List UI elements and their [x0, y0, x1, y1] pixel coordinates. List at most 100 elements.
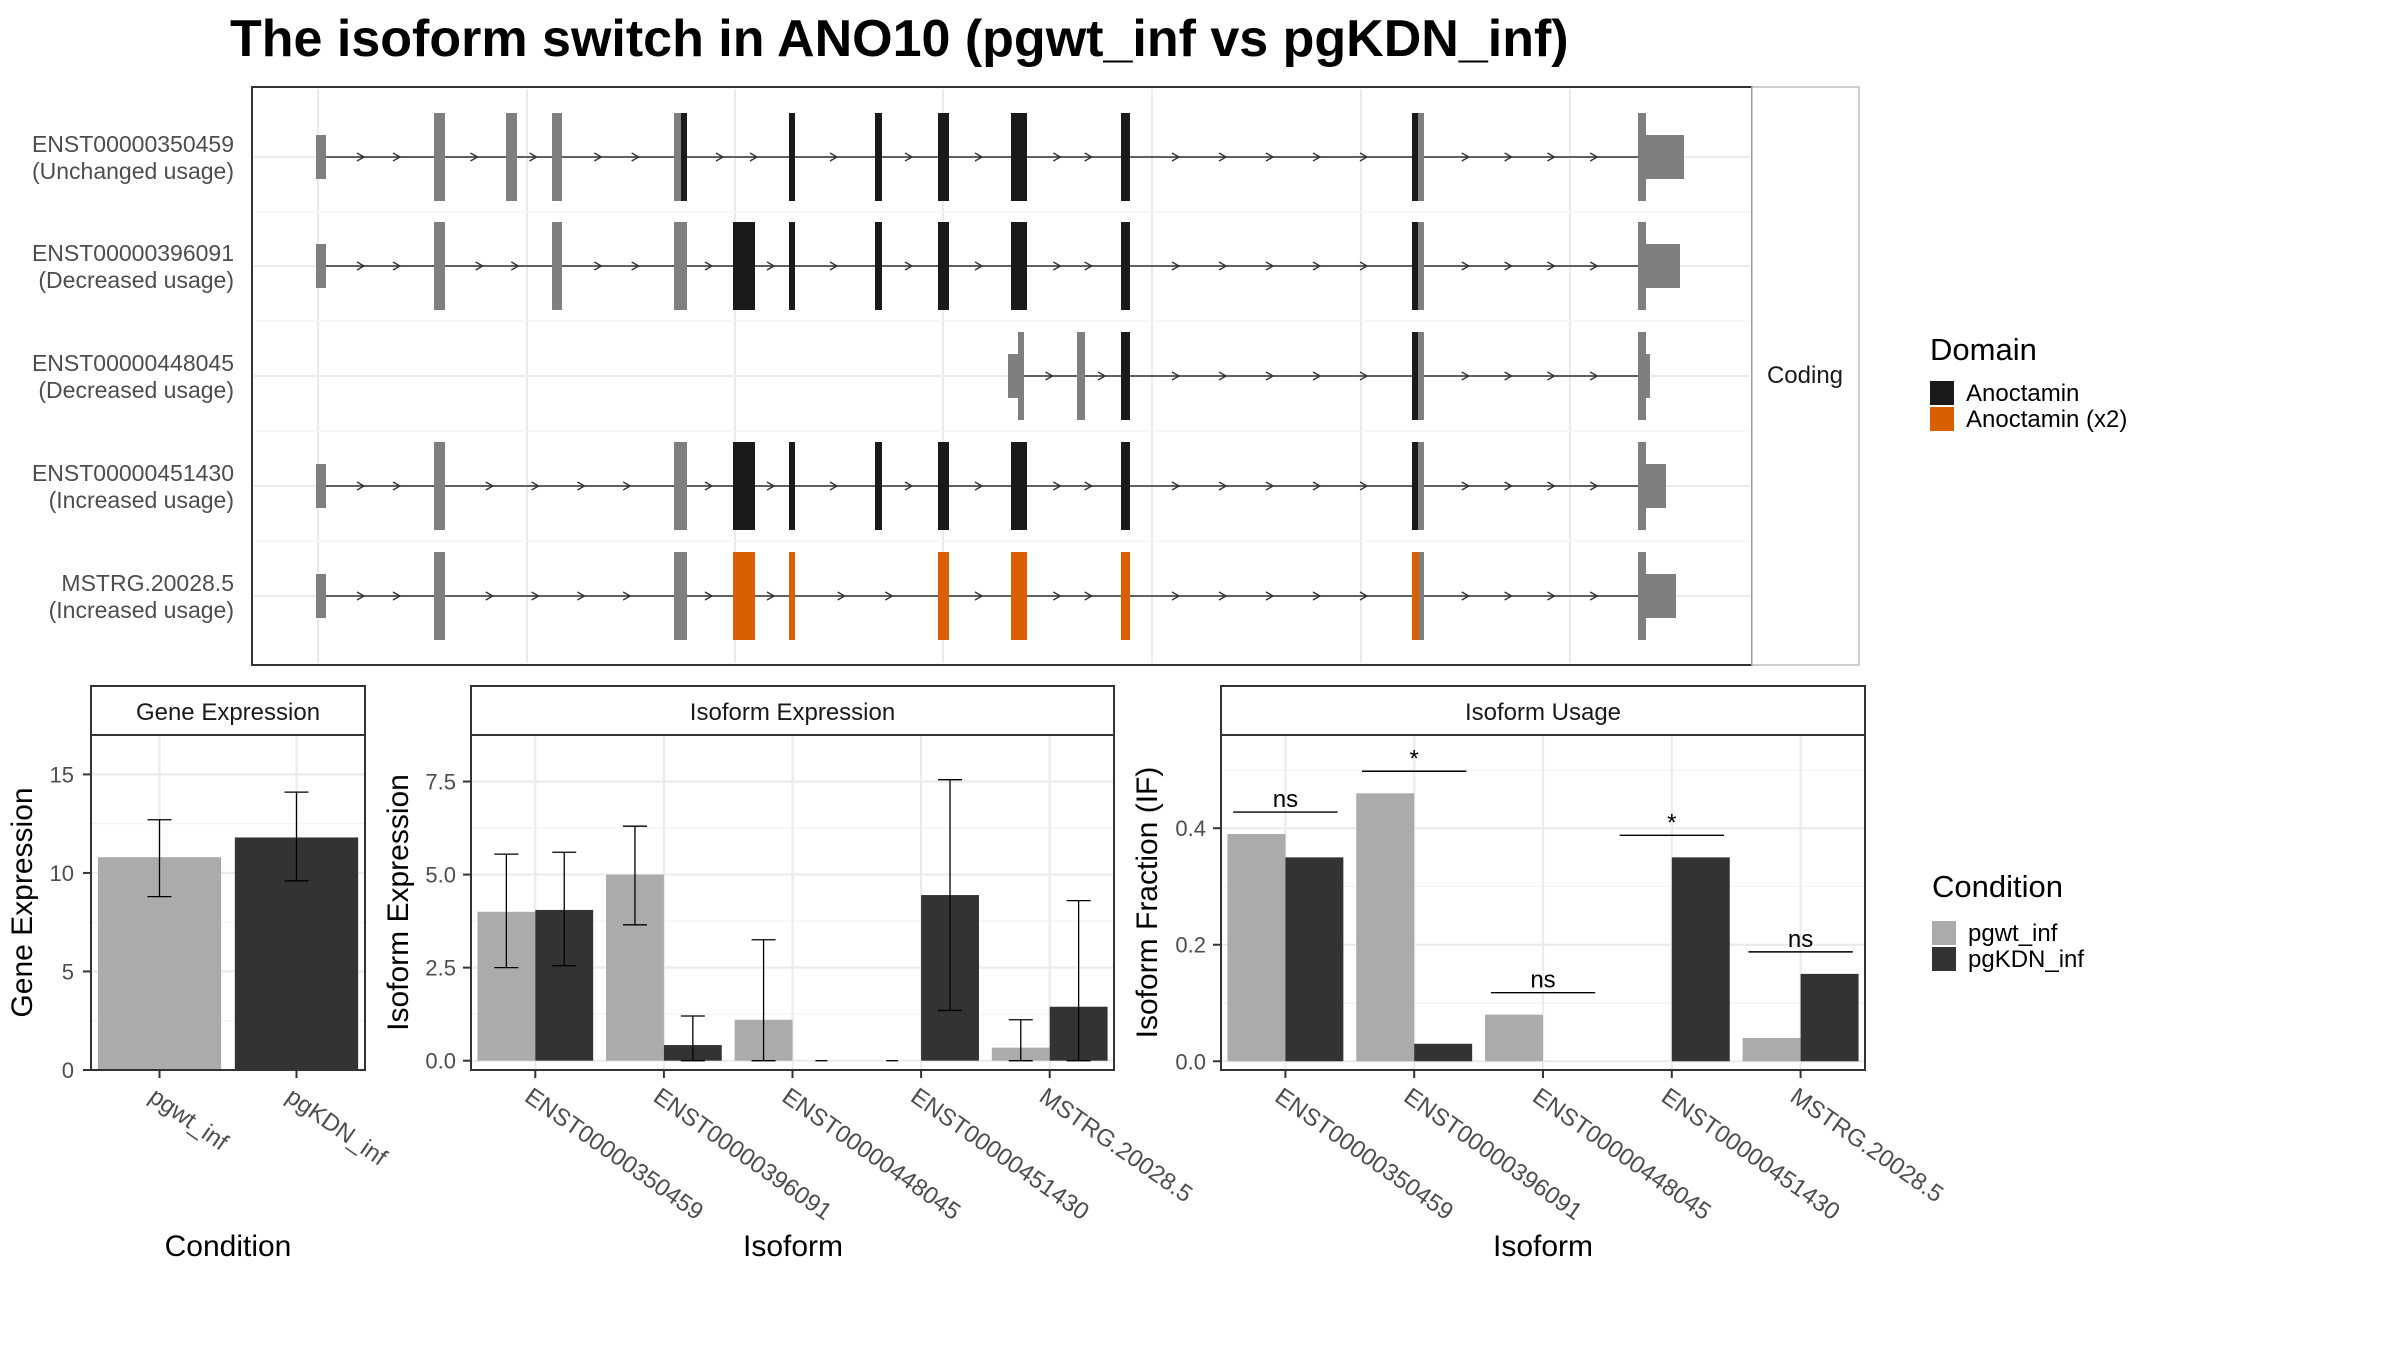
strand-arrow	[593, 152, 603, 162]
strand-arrow	[1084, 481, 1094, 491]
exon	[1412, 222, 1418, 310]
y-axis-title: Isoform Expression	[382, 774, 415, 1031]
chart-panel-isoform-expression: Isoform Expression0.02.55.07.5ENST000003…	[382, 685, 1197, 1263]
exon	[1121, 552, 1130, 640]
strand-arrow	[1265, 481, 1275, 491]
strand-arrow	[510, 261, 520, 271]
strand-arrow	[1547, 261, 1556, 271]
strand-arrow	[1171, 591, 1181, 601]
strand-arrow	[1504, 591, 1514, 601]
strand-arrow	[1312, 591, 1322, 601]
exon	[1418, 332, 1424, 420]
exon	[1121, 222, 1130, 310]
exon	[1419, 552, 1424, 640]
exon	[789, 442, 795, 530]
strand-arrow	[904, 481, 914, 491]
strand-arrow	[1547, 591, 1556, 601]
transcript-row	[316, 222, 1680, 310]
strand-arrow	[904, 261, 914, 271]
isoform-id-label: ENST00000448045	[32, 350, 234, 376]
isoform-status-label: (Increased usage)	[49, 597, 234, 623]
exon	[789, 552, 795, 640]
exon	[316, 464, 326, 508]
exon	[875, 442, 882, 530]
y-tick-label: 5.0	[425, 863, 456, 888]
exon	[733, 552, 755, 640]
strand-arrow	[1084, 261, 1094, 271]
strand-arrow	[829, 152, 839, 162]
panel-strip	[470, 685, 1115, 736]
strand-arrow	[1084, 152, 1094, 162]
strand-arrow	[1589, 591, 1599, 601]
condition-legend: Condition pgwt_inf pgKDN_inf	[1932, 869, 2084, 973]
strand-arrow	[829, 481, 839, 491]
isoform-id-label: ENST00000350459	[32, 131, 234, 157]
exon	[1121, 113, 1130, 201]
transcript-structure-panel: Coding ENST00000350459(Unchanged usage) E…	[32, 86, 1860, 666]
significance-label: *	[1667, 809, 1676, 836]
domain-legend-title: Domain	[1930, 332, 2037, 367]
strand-arrow	[1052, 261, 1062, 271]
strand-arrow	[1171, 261, 1181, 271]
bar-pgkdn-inf	[1671, 857, 1730, 1062]
x-tick-label: pgKDN_inf	[281, 1083, 392, 1172]
strand-arrow	[1218, 481, 1228, 491]
legend-swatch-anoctamin-x2	[1930, 407, 1954, 431]
strand-arrow	[1171, 371, 1181, 381]
exon	[1646, 354, 1650, 398]
isoform-status-label: (Decreased usage)	[38, 377, 234, 403]
strand-arrow	[1547, 481, 1556, 491]
isoform-id-label: MSTRG.20028.5	[61, 570, 234, 596]
panel-strip-label: Isoform Usage	[1465, 699, 1621, 726]
exon	[875, 113, 882, 201]
exon	[1646, 574, 1676, 618]
strand-arrow	[1218, 261, 1228, 271]
strand-arrow	[1461, 591, 1471, 601]
isoform-status-label: (Increased usage)	[49, 487, 234, 513]
strand-arrow	[1547, 152, 1556, 162]
strand-arrow	[631, 152, 641, 162]
strand-arrow	[593, 261, 603, 271]
significance-label: ns	[1788, 926, 1813, 953]
strand-arrow	[1461, 152, 1471, 162]
strand-arrow	[356, 261, 366, 271]
domain-legend: Domain Anoctamin Anoctamin (x2)	[1930, 332, 2127, 433]
strand-arrow	[1589, 371, 1599, 381]
bar-pgkdn-inf	[1414, 1043, 1473, 1062]
strand-arrow	[622, 591, 632, 601]
exon	[938, 442, 949, 530]
legend-swatch-anoctamin	[1930, 381, 1954, 405]
y-tick-label: 0	[62, 1058, 74, 1083]
exon	[1077, 332, 1085, 420]
transcript-row	[316, 442, 1666, 530]
strand-arrow	[1084, 591, 1094, 601]
exon	[681, 113, 687, 201]
bar-pgwt-inf	[1356, 793, 1415, 1062]
strand-arrow	[1045, 371, 1054, 381]
exon	[552, 113, 562, 201]
exon	[938, 222, 949, 310]
exon	[434, 552, 445, 640]
exon	[733, 442, 755, 530]
y-tick-label: 10	[50, 861, 74, 886]
exon	[434, 442, 445, 530]
strand-arrow	[475, 261, 485, 271]
exon	[1638, 222, 1646, 310]
x-axis-title: Isoform	[743, 1230, 843, 1263]
strand-arrow	[766, 591, 776, 601]
exon	[552, 222, 562, 310]
strand-arrow	[884, 591, 894, 601]
legend-swatch-pgwt-inf	[1932, 921, 1956, 945]
strand-arrow	[1359, 481, 1369, 491]
bar-pgwt-inf	[1485, 1014, 1543, 1062]
strand-arrow	[470, 152, 479, 162]
structure-strip	[1751, 86, 1860, 666]
isoform-status-label: (Decreased usage)	[38, 267, 234, 293]
strand-arrow	[704, 481, 714, 491]
isoform-id-label: ENST00000451430	[32, 460, 234, 486]
exon	[789, 222, 795, 310]
strand-arrow	[1265, 591, 1275, 601]
exon	[1638, 442, 1646, 530]
exon	[316, 244, 326, 288]
